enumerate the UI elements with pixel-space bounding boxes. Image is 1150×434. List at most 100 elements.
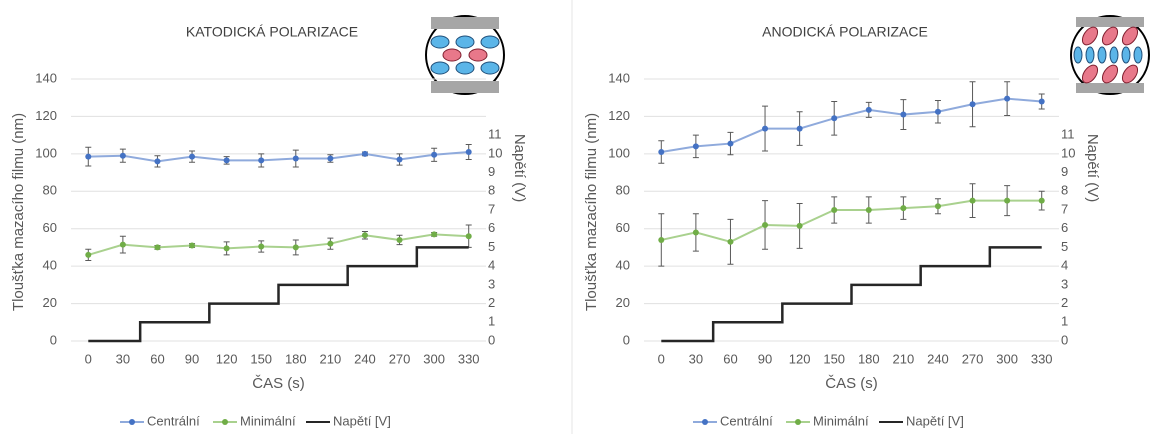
x-tick-label: 0 — [85, 351, 92, 366]
marker — [692, 229, 699, 236]
x-tick-label: 0 — [658, 351, 665, 366]
y2-tick-label: 8 — [488, 183, 495, 198]
x-tick-label: 270 — [962, 351, 984, 366]
x-tick-label: 210 — [893, 351, 915, 366]
y2-tick-label: 3 — [1061, 276, 1068, 291]
legend-label: Centrální — [147, 413, 200, 428]
y2-tick-label: 10 — [1061, 145, 1075, 160]
chart-title: KATODICKÁ POLARIZACE — [186, 24, 358, 40]
marker — [258, 157, 265, 164]
marker — [934, 203, 941, 210]
y2-tick-label: 7 — [1061, 201, 1068, 216]
marker — [465, 148, 472, 155]
marker — [969, 101, 976, 108]
marker — [396, 156, 403, 163]
marker — [831, 207, 838, 213]
y-tick-label: 60 — [43, 220, 57, 235]
marker — [762, 125, 769, 132]
marker — [189, 242, 196, 249]
legend-label: Minimální — [240, 413, 296, 428]
y2-tick-label: 8 — [1061, 183, 1068, 198]
marker — [85, 251, 92, 258]
marker — [431, 231, 438, 238]
y2-tick-label: 9 — [488, 164, 495, 179]
x-tick-label: 240 — [354, 351, 376, 366]
marker — [292, 155, 299, 162]
marker — [796, 125, 803, 132]
marker — [223, 157, 230, 164]
voltage-line — [661, 246, 1042, 343]
y2-axis-title: Napětí (V) — [1084, 134, 1101, 202]
marker — [831, 115, 838, 122]
marker — [658, 236, 665, 243]
marker — [465, 233, 472, 240]
marker — [865, 207, 872, 213]
marker — [1038, 98, 1045, 105]
x-tick-label: 120 — [789, 351, 811, 366]
marker — [934, 108, 941, 115]
x-axis-title: ČAS (s) — [252, 375, 305, 392]
marker — [189, 153, 196, 160]
marker — [431, 151, 438, 158]
marker — [85, 153, 92, 160]
chart-title: ANODICKÁ POLARIZACE — [762, 24, 928, 40]
y-tick-label: 0 — [50, 332, 57, 347]
y2-axis-title: Napětí (V) — [511, 134, 528, 202]
marker — [658, 148, 665, 155]
legend-marker — [702, 419, 708, 425]
y-tick-label: 0 — [623, 332, 630, 347]
marker — [865, 106, 872, 113]
y2-tick-label: 3 — [488, 276, 495, 291]
series-line — [88, 233, 469, 256]
y2-tick-label: 1 — [488, 314, 495, 329]
anodic-icon — [1070, 15, 1150, 95]
marker — [327, 155, 334, 162]
y2-tick-label: 7 — [488, 201, 495, 216]
legend-label: Napětí [V] — [906, 413, 964, 428]
x-tick-label: 180 — [858, 351, 880, 366]
x-tick-label: 30 — [689, 351, 703, 366]
y-tick-label: 60 — [616, 220, 630, 235]
x-tick-label: 210 — [320, 351, 342, 366]
y2-tick-label: 10 — [488, 145, 502, 160]
marker — [692, 143, 699, 150]
y2-tick-label: 0 — [488, 332, 495, 347]
y-axis-title: Tloušťka mazacího filmu (nm) — [583, 113, 600, 311]
x-tick-label: 300 — [423, 351, 445, 366]
y-tick-label: 40 — [616, 258, 630, 273]
marker — [762, 221, 769, 228]
marker — [727, 140, 734, 147]
y2-tick-label: 4 — [1061, 258, 1068, 273]
marker — [361, 232, 368, 239]
x-tick-label: 60 — [723, 351, 737, 366]
marker — [969, 197, 976, 204]
y-tick-label: 140 — [608, 70, 630, 85]
x-tick-label: 330 — [458, 351, 480, 366]
marker — [119, 241, 126, 248]
y-tick-label: 40 — [43, 258, 57, 273]
y2-tick-label: 6 — [1061, 220, 1068, 235]
y-tick-label: 140 — [35, 70, 57, 85]
x-tick-label: 300 — [996, 351, 1018, 366]
legend-label: Napětí [V] — [333, 413, 391, 428]
x-tick-label: 150 — [250, 351, 272, 366]
marker — [154, 158, 161, 165]
y-tick-label: 120 — [608, 108, 630, 123]
marker — [900, 111, 907, 118]
marker — [1004, 95, 1011, 102]
y2-tick-label: 5 — [488, 239, 495, 254]
marker — [1038, 197, 1045, 204]
x-tick-label: 120 — [216, 351, 238, 366]
legend-label: Centrální — [720, 413, 773, 428]
voltage-line — [88, 246, 469, 343]
legend-marker — [222, 419, 228, 425]
y2-tick-label: 1 — [1061, 314, 1068, 329]
legend-label: Minimální — [813, 413, 869, 428]
y-tick-label: 20 — [616, 295, 630, 310]
y-tick-label: 100 — [35, 145, 57, 160]
marker — [1004, 197, 1011, 204]
marker — [900, 205, 907, 212]
marker — [154, 244, 161, 251]
cathodic-icon — [425, 15, 505, 95]
